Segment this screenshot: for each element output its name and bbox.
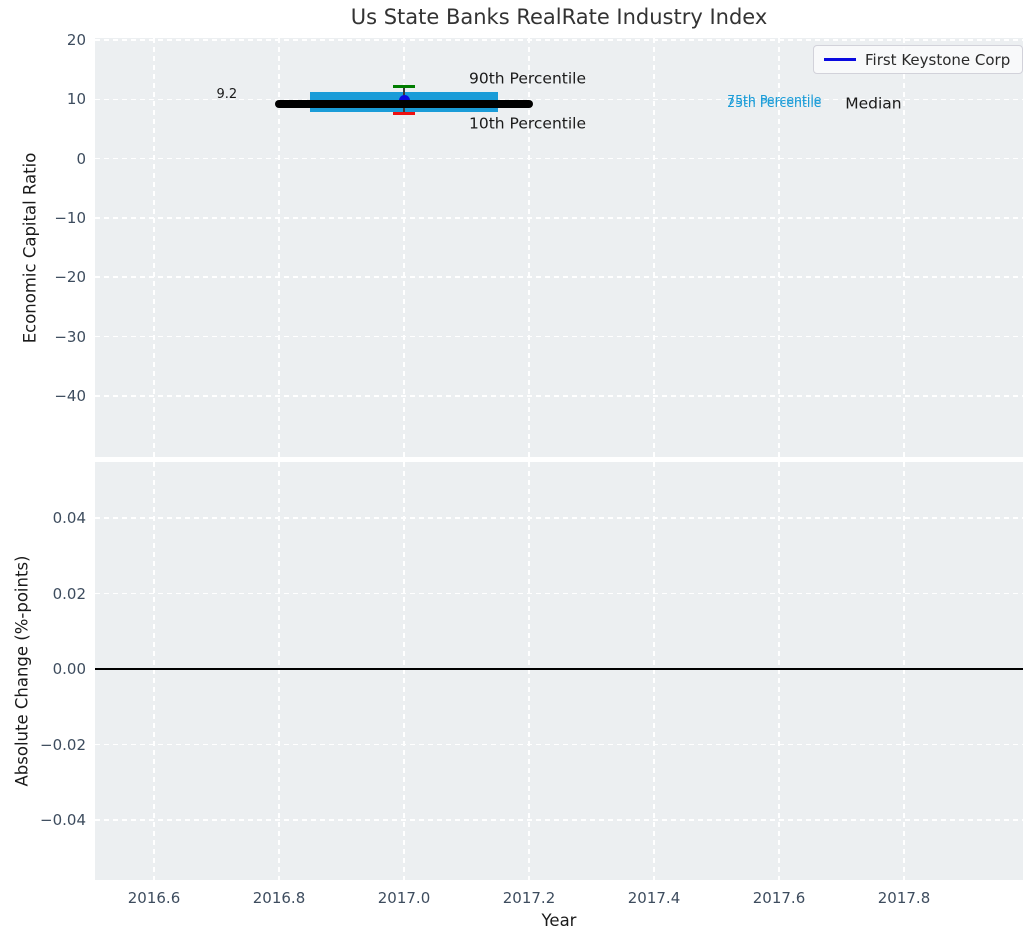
annotation-median-label: Median [845, 94, 902, 113]
legend: First Keystone Corp [813, 45, 1024, 74]
x-gridline [403, 38, 405, 457]
x-gridline [903, 38, 905, 457]
x-gridline [403, 462, 405, 880]
y-gridline [95, 819, 1023, 821]
x-tick-label: 2017.2 [502, 889, 556, 907]
zero-line [95, 668, 1023, 670]
chart-title: Us State Banks RealRate Industry Index [350, 5, 768, 29]
y-tick-label: −40 [54, 386, 86, 405]
x-tick-label: 2017.0 [377, 889, 431, 907]
annotation-p10-label: 10th Percentile [469, 114, 587, 133]
annotation-p25-label: 25th Percentile [727, 94, 822, 110]
p10-cap [393, 112, 415, 115]
annotation-p75-label: 75th Percentile [727, 91, 822, 107]
y-tick-label: 0.04 [52, 509, 86, 527]
x-gridline [528, 38, 530, 457]
bottom-plot [95, 462, 1023, 880]
x-gridline [278, 38, 280, 457]
y-gridline [95, 276, 1023, 278]
y-tick-label: 0.00 [52, 660, 86, 678]
x-gridline [903, 462, 905, 880]
y-tick-label: 10 [66, 90, 86, 109]
y-gridline [95, 395, 1023, 397]
y-gridline [95, 39, 1023, 41]
y-tick-label: 0 [76, 149, 86, 168]
top-plot [95, 38, 1023, 457]
x-gridline [528, 462, 530, 880]
y-tick-label: −10 [54, 208, 86, 227]
x-gridline [653, 38, 655, 457]
median-line [275, 100, 533, 109]
y-tick-label: −20 [54, 268, 86, 287]
y-gridline [95, 517, 1023, 519]
x-tick-label: 2016.6 [127, 889, 181, 907]
p90-cap [393, 85, 415, 88]
x-tick-label: 2017.8 [877, 889, 931, 907]
annotation-median-value: 9.2 [216, 86, 238, 102]
y-gridline [95, 592, 1023, 595]
x-gridline [653, 462, 655, 880]
x-tick-label: 2016.8 [252, 889, 306, 907]
x-tick-label: 2017.4 [627, 889, 681, 907]
y-gridline [95, 157, 1023, 160]
x-gridline [153, 38, 155, 457]
y-gridline [95, 335, 1023, 338]
x-axis-label: Year [541, 911, 577, 930]
x-gridline [778, 38, 780, 457]
annotation-p90-label: 90th Percentile [469, 69, 587, 88]
y-tick-label: 20 [66, 31, 86, 49]
y-gridline [95, 743, 1023, 746]
top-y-axis-label: Economic Capital Ratio [20, 152, 40, 344]
x-tick-label: 2017.6 [752, 889, 806, 907]
legend-line-swatch [824, 58, 856, 61]
y-tick-label: −30 [54, 327, 86, 346]
y-tick-label: −0.02 [40, 735, 86, 754]
y-tick-label: 0.02 [52, 584, 86, 603]
x-gridline [153, 462, 155, 880]
legend-label: First Keystone Corp [865, 50, 1011, 69]
x-gridline [778, 462, 780, 880]
y-gridline [95, 98, 1023, 101]
y-gridline [95, 217, 1023, 219]
x-gridline [278, 462, 280, 880]
y-tick-label: −0.04 [40, 811, 86, 829]
